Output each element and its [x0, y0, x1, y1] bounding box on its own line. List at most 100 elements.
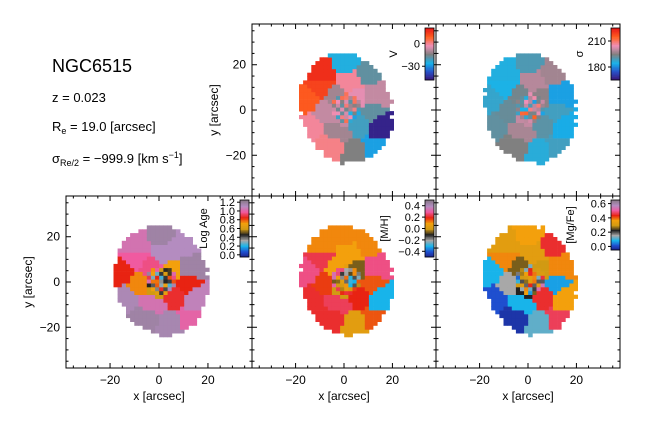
map-pixel: [331, 263, 337, 269]
map-pixel: [524, 229, 529, 234]
map-pixel: [344, 68, 349, 73]
colorbar-segment: [425, 252, 434, 255]
map-pixel: [336, 321, 341, 326]
map-pixel: [121, 271, 127, 276]
map-pixel: [495, 126, 500, 131]
map-pixel: [344, 271, 349, 276]
map-pixel: [348, 298, 353, 303]
colorbar-segment: [240, 222, 249, 225]
galaxy-name: NGC6515: [52, 56, 133, 76]
map-pixel: [573, 279, 578, 284]
map-pixel: [344, 72, 349, 77]
map-pixel: [515, 115, 521, 120]
map-pixel: [340, 107, 345, 112]
map-pixel: [192, 290, 198, 295]
map-pixel: [561, 145, 566, 150]
map-pixel: [205, 290, 210, 295]
map-pixel: [385, 275, 390, 280]
map-pixel: [503, 244, 508, 249]
map-pixel: [548, 68, 554, 73]
map-pixel: [348, 122, 353, 127]
map-pixel: [552, 118, 558, 123]
map-pixel: [340, 53, 345, 58]
map-pixel: [336, 329, 341, 334]
map-pixel: [377, 283, 382, 288]
map-pixel: [377, 103, 382, 108]
map-pixel: [507, 271, 513, 276]
map-pixel: [364, 313, 370, 319]
map-pixel: [515, 306, 521, 311]
map-pixel: [368, 271, 374, 276]
map-pixel: [524, 118, 529, 123]
map-pixel: [561, 99, 566, 104]
map-pixel: [331, 149, 337, 154]
map-pixel: [311, 240, 316, 245]
map-pixel: [121, 267, 127, 272]
map-pixel: [548, 256, 554, 261]
map-pixel: [557, 313, 562, 319]
map-pixel: [356, 325, 362, 330]
map-pixel: [340, 57, 345, 62]
map-pixel: [373, 72, 378, 77]
map-pixel: [515, 283, 521, 288]
map-pixel: [565, 126, 570, 131]
map-pixel: [356, 149, 362, 154]
map-pixel: [548, 290, 554, 295]
map-pixel: [540, 122, 546, 127]
map-pixel: [540, 256, 546, 261]
map-pixel: [188, 256, 193, 261]
map-pixel: [528, 72, 533, 77]
map-pixel: [515, 68, 521, 73]
map-pixel: [336, 310, 341, 315]
map-pixel: [364, 287, 370, 292]
map-pixel: [381, 84, 386, 89]
map-pixel: [155, 267, 160, 272]
map-pixel: [520, 256, 525, 261]
map-pixel: [315, 294, 320, 299]
map-pixel: [540, 229, 546, 234]
map-pixel: [130, 279, 135, 284]
map-pixel: [495, 271, 500, 276]
map-pixel: [134, 294, 139, 299]
map-pixel: [327, 275, 333, 280]
map-pixel: [188, 271, 193, 276]
map-pixel: [515, 65, 521, 70]
map-pixel: [487, 118, 492, 123]
map-pixel: [307, 252, 312, 257]
map-pixel: [528, 91, 533, 97]
colorbar-segment: [425, 63, 434, 65]
map-pixel: [142, 283, 148, 288]
map-pixel: [544, 256, 550, 261]
map-pixel: [340, 271, 345, 276]
map-pixel: [573, 287, 578, 292]
map-pixel: [524, 298, 529, 303]
map-pixel: [323, 149, 329, 154]
map-pixel: [307, 107, 312, 112]
map-pixel: [142, 298, 148, 303]
colorbar-tick-label: 0.2: [405, 212, 420, 224]
colorbar-segment: [240, 252, 249, 255]
map-pixel: [167, 233, 173, 238]
map-pixel: [311, 103, 316, 108]
map-pixel: [356, 237, 362, 242]
map-pixel: [192, 283, 198, 288]
map-pixel: [196, 313, 202, 319]
map-pixel: [499, 84, 504, 89]
map-pixel: [544, 237, 550, 242]
map-pixel: [311, 290, 316, 295]
map-pixel: [331, 283, 337, 288]
map-pixel: [323, 263, 329, 269]
map-pixel: [495, 287, 500, 292]
map-pixel: [142, 290, 148, 295]
map-pixel: [121, 287, 127, 292]
map-pixel: [364, 306, 370, 311]
colorbar-segment: [425, 255, 434, 258]
colorbar-tick-label: 0.2: [591, 227, 606, 239]
x-tick-label: 0: [341, 373, 348, 387]
map-pixel: [536, 134, 541, 139]
map-pixel: [520, 287, 525, 292]
colorbar-label: σ: [574, 50, 586, 57]
map-pixel: [340, 313, 345, 319]
map-pixel: [503, 310, 508, 315]
map-pixel: [544, 126, 550, 131]
